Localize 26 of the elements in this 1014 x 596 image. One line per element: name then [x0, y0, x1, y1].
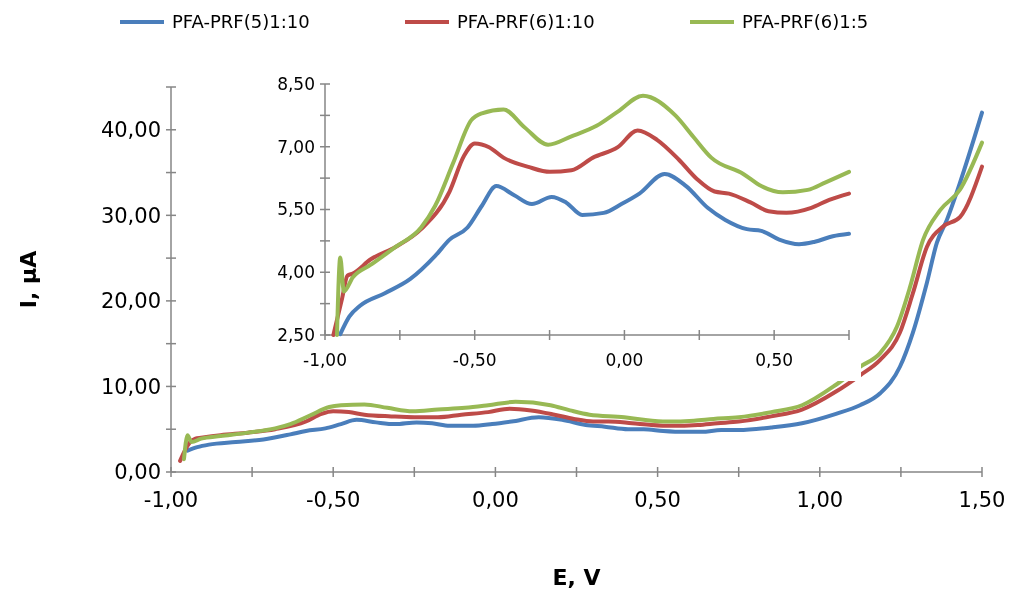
- x-tick-label: -1,00: [143, 488, 199, 512]
- y-tick-label: 2,50: [277, 324, 315, 345]
- x-tick-label: 1,50: [958, 488, 1006, 512]
- x-tick-label: 0,50: [634, 488, 681, 512]
- y-tick-label: 30,00: [100, 203, 161, 228]
- y-axis-title: I, µA: [16, 250, 41, 309]
- y-tick-label: 5,50: [277, 199, 315, 220]
- x-tick-label: 0,00: [472, 488, 519, 512]
- legend-label: PFA-PRF(6)1:10: [457, 11, 595, 33]
- y-tick-label: 7,00: [277, 136, 315, 157]
- x-tick-label: -1,00: [303, 350, 347, 370]
- x-tick-label: 0,50: [755, 350, 794, 370]
- legend-label: PFA-PRF(6)1:5: [742, 11, 869, 33]
- line-series: [338, 171, 851, 337]
- x-tick-label: 0,00: [605, 350, 644, 370]
- y-tick-label: 40,00: [100, 118, 161, 143]
- y-tick-label: 4,00: [277, 262, 315, 283]
- y-tick-label: 20,00: [100, 289, 161, 314]
- x-axis-title: E, V: [552, 565, 601, 590]
- x-tick-label: 1,00: [796, 488, 844, 512]
- legend-label: PFA-PRF(5)1:10: [172, 11, 310, 33]
- x-tick-label: -0,50: [452, 350, 497, 370]
- y-tick-label: 8,50: [277, 73, 315, 94]
- x-tick-label: -0,50: [306, 488, 361, 512]
- y-tick-label: 10,00: [100, 374, 161, 399]
- y-tick-label: 0,00: [114, 460, 161, 485]
